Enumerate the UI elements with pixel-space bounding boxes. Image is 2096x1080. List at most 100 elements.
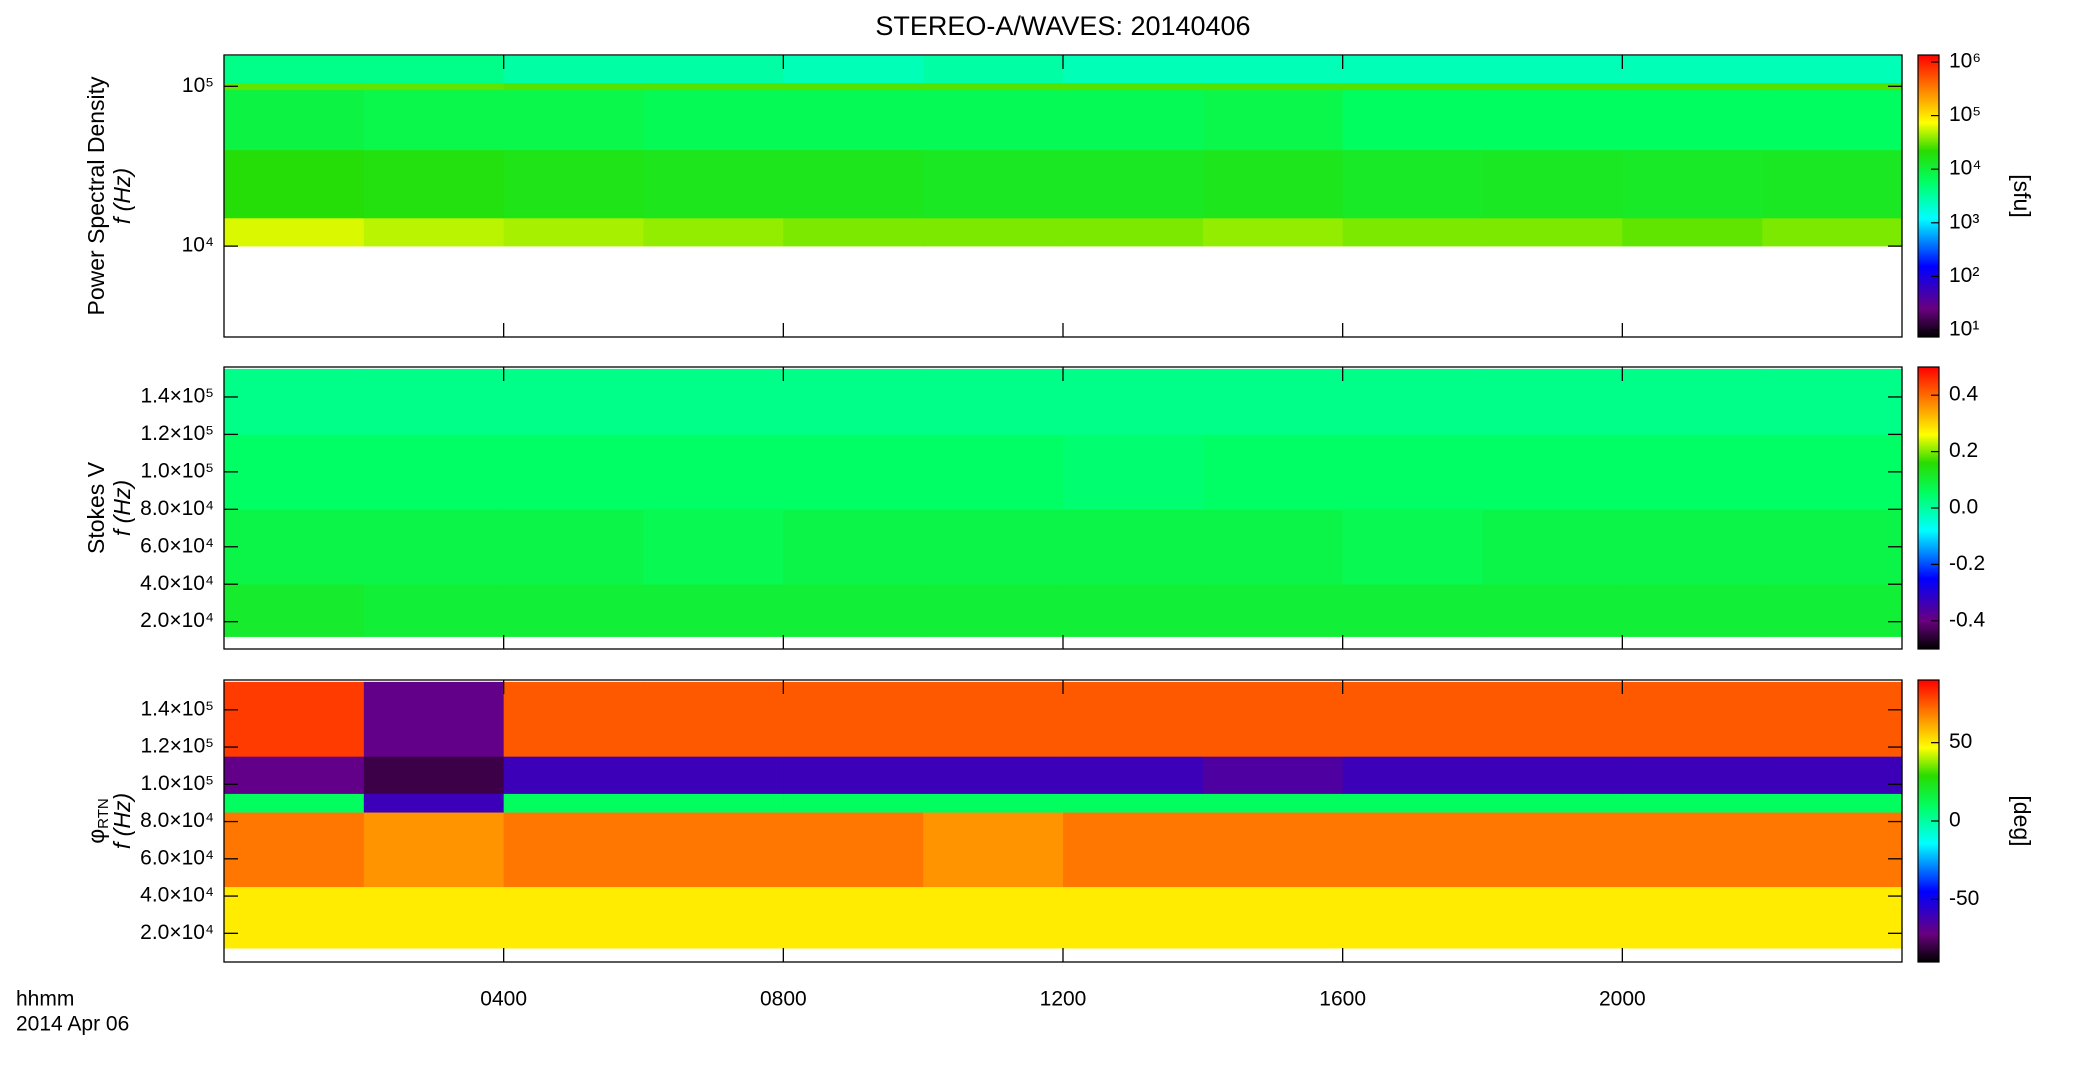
heatmap-cell <box>923 793 1064 813</box>
colorbar-tick-label: 0.0 <box>1949 496 1978 519</box>
heatmap-cell <box>643 55 784 84</box>
y-tick-label: 6.0×10⁴ <box>140 846 214 869</box>
heatmap-cell <box>503 793 645 813</box>
heatmap-cell <box>1762 584 1903 637</box>
heatmap-cell <box>363 756 505 794</box>
colorbar-label: [sfu] <box>2009 174 2035 217</box>
heatmap-cell <box>503 886 645 949</box>
heatmap-cell <box>1063 55 1204 84</box>
colorbar-tick-label: 10⁶ <box>1949 50 1981 73</box>
heatmap-cell <box>1482 584 1623 637</box>
heatmap-cell <box>1482 681 1623 757</box>
heatmap-cell <box>503 55 645 84</box>
y-axis-label: f (Hz) <box>109 480 135 536</box>
heatmap-cell <box>503 509 645 585</box>
heatmap-cell <box>363 149 505 219</box>
heatmap-cell <box>1762 509 1903 585</box>
heatmap-cell <box>783 217 924 247</box>
heatmap-cell <box>783 82 924 91</box>
y-tick-label: 1.0×10⁵ <box>140 772 214 795</box>
y-tick-label: 1.4×10⁵ <box>140 697 214 720</box>
heatmap-cell <box>363 681 505 757</box>
heatmap-cell <box>1762 217 1903 247</box>
heatmap-cell <box>783 681 924 757</box>
heatmap-cell <box>1622 149 1763 219</box>
heatmap-cell <box>1622 82 1763 91</box>
heatmap-cell <box>1063 584 1204 637</box>
heatmap-cell <box>923 368 1064 435</box>
heatmap-cell <box>1622 886 1763 949</box>
heatmap-cell <box>363 82 505 91</box>
heatmap-cell <box>1342 89 1484 151</box>
heatmap-cell <box>783 368 924 435</box>
heatmap-cell <box>1063 509 1204 585</box>
y-axis-label: f (Hz) <box>109 168 135 224</box>
heatmap-cell <box>1342 434 1484 510</box>
heatmap-cell <box>1342 149 1484 219</box>
heatmap-cell <box>783 434 924 510</box>
heatmap-cell <box>783 149 924 219</box>
heatmap-cell <box>1342 217 1484 247</box>
heatmap-cell <box>1202 812 1344 888</box>
heatmap-cell <box>224 886 365 949</box>
heatmap-cell <box>1622 584 1763 637</box>
heatmap-cell <box>503 368 645 435</box>
y-tick-label: 2.0×10⁴ <box>140 921 214 944</box>
heatmap-cell <box>1342 509 1484 585</box>
colorbar-tick-label: 10⁴ <box>1949 157 1981 180</box>
heatmap-cell <box>1063 149 1204 219</box>
heatmap-cell <box>224 793 365 813</box>
y-tick-label: 8.0×10⁴ <box>140 497 214 520</box>
colorbar-tick-label: 10⁵ <box>1949 103 1981 126</box>
heatmap-cell <box>643 217 784 247</box>
colorbar-tick-label: 0.2 <box>1949 439 1978 462</box>
heatmap-cell <box>503 89 645 151</box>
heatmap-cell <box>224 89 365 151</box>
heatmap-cell <box>1482 886 1623 949</box>
heatmap-cell <box>783 756 924 794</box>
heatmap-cell <box>1482 89 1623 151</box>
heatmap-cell <box>923 756 1064 794</box>
heatmap-cell <box>224 812 365 888</box>
y-tick-label: 8.0×10⁴ <box>140 809 214 832</box>
heatmap-cell <box>1342 681 1484 757</box>
colorbar-tick-label: 10² <box>1949 264 1979 287</box>
heatmap-cell <box>1622 756 1763 794</box>
heatmap-cell <box>783 886 924 949</box>
y-axis-label: Stokes V <box>83 461 109 554</box>
heatmap-cell <box>783 89 924 151</box>
heatmap-cell <box>643 509 784 585</box>
heatmap-cell <box>1482 217 1623 247</box>
heatmap-cell <box>224 434 365 510</box>
heatmap-cell <box>1482 793 1623 813</box>
heatmap-cell <box>363 584 505 637</box>
heatmap-cell <box>224 584 365 637</box>
x-axis-label: hhmm <box>16 988 74 1011</box>
x-tick-label: 0400 <box>480 988 527 1011</box>
heatmap-cell <box>1063 82 1204 91</box>
heatmap-cell <box>503 681 645 757</box>
colorbar-tick-label: -0.4 <box>1949 608 1986 631</box>
heatmap-cell <box>923 434 1064 510</box>
heatmap-cell <box>1762 681 1903 757</box>
heatmap-cell <box>643 368 784 435</box>
heatmap-cell <box>363 886 505 949</box>
heatmap-cell <box>1762 149 1903 219</box>
heatmap-cell <box>923 82 1064 91</box>
y-axis-label: φRTN <box>83 798 112 843</box>
heatmap-cell <box>1762 368 1903 435</box>
heatmap-cell <box>1202 886 1344 949</box>
heatmap-cell <box>1482 434 1623 510</box>
heatmap-cell <box>1063 756 1204 794</box>
heatmap-cell <box>643 812 784 888</box>
heatmap-cell <box>923 509 1064 585</box>
heatmap-cell <box>923 886 1064 949</box>
heatmap-cell <box>783 584 924 637</box>
heatmap-cell <box>1482 812 1623 888</box>
heatmap-cell <box>1202 681 1344 757</box>
y-tick-label: 4.0×10⁴ <box>140 884 214 907</box>
heatmap-cell <box>224 681 365 757</box>
heatmap-cell <box>1762 793 1903 813</box>
heatmap-cell <box>783 509 924 585</box>
heatmap-cell <box>1063 886 1204 949</box>
